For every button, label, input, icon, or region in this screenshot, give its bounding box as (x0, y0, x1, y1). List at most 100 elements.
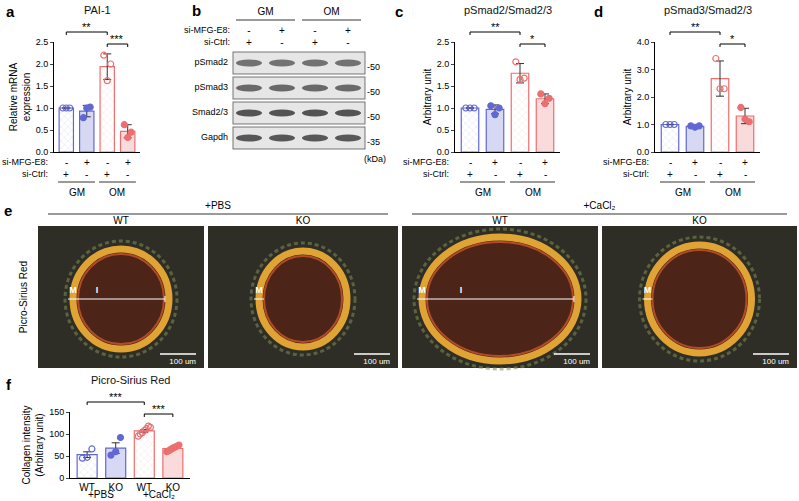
svg-text:pSmad2: pSmad2 (194, 57, 228, 67)
svg-text:100 um: 100 um (363, 357, 390, 366)
svg-text:+: + (84, 157, 90, 168)
svg-text:100 um: 100 um (762, 357, 789, 366)
svg-text:+: + (104, 169, 110, 180)
svg-text:si-Ctrl:: si-Ctrl: (22, 169, 48, 179)
svg-text:KO: KO (296, 215, 311, 226)
svg-text:+CaCl₂: +CaCl₂ (143, 489, 175, 500)
svg-text:+PBS: +PBS (205, 200, 231, 211)
svg-text:100: 100 (49, 429, 64, 439)
svg-text:0: 0 (59, 473, 64, 483)
svg-text:2.0: 2.0 (437, 59, 450, 69)
svg-text:Relative mRNAexpression: Relative mRNAexpression (8, 63, 32, 132)
svg-text:-: - (65, 157, 68, 168)
svg-text:150: 150 (49, 407, 64, 417)
svg-text:+: + (542, 157, 548, 168)
svg-text:-: - (346, 37, 349, 48)
svg-text:0.5: 0.5 (36, 125, 49, 135)
svg-text:-: - (719, 157, 722, 168)
svg-text:KO: KO (166, 482, 181, 493)
svg-text:-: - (280, 37, 283, 48)
svg-text:WT: WT (79, 482, 95, 493)
svg-text:si-MFG-E8:: si-MFG-E8: (2, 157, 48, 167)
svg-text:M: M (644, 285, 652, 295)
svg-text:si-Ctrl:: si-Ctrl: (423, 169, 449, 179)
svg-text:-: - (544, 169, 547, 180)
svg-text:50: 50 (54, 451, 64, 461)
svg-text:KO: KO (108, 482, 123, 493)
svg-text:100 um: 100 um (169, 357, 196, 366)
svg-text:si-Ctrl:: si-Ctrl: (204, 37, 230, 47)
svg-text:**: ** (491, 21, 500, 33)
svg-text:+: + (692, 157, 698, 168)
svg-text:1.5: 1.5 (437, 81, 450, 91)
svg-text:-: - (126, 169, 129, 180)
svg-text:GM: GM (675, 187, 691, 198)
svg-text:-: - (247, 25, 250, 36)
svg-text:WT: WT (137, 482, 153, 493)
svg-text:+: + (742, 157, 748, 168)
svg-text:-: - (519, 157, 522, 168)
svg-text:OM: OM (525, 187, 541, 198)
svg-text:I: I (460, 285, 463, 295)
svg-text:1.0: 1.0 (437, 103, 450, 113)
svg-text:1.5: 1.5 (36, 81, 49, 91)
svg-text:si-MFG-E8:: si-MFG-E8: (403, 157, 449, 167)
svg-text:GM: GM (257, 6, 273, 17)
svg-text:2.5: 2.5 (437, 37, 450, 47)
svg-text:M: M (418, 285, 426, 295)
svg-text:**: ** (82, 21, 91, 33)
svg-text:***: *** (110, 33, 124, 45)
svg-text:c: c (395, 3, 403, 20)
svg-text:-: - (744, 169, 747, 180)
svg-text:Smad2/3: Smad2/3 (192, 107, 228, 117)
svg-text:WT: WT (492, 215, 508, 226)
svg-text:si-Ctrl:: si-Ctrl: (623, 169, 649, 179)
svg-text:**: ** (691, 21, 700, 33)
svg-text:+: + (717, 169, 723, 180)
svg-text:-50: -50 (367, 62, 380, 72)
svg-text:2.5: 2.5 (36, 37, 49, 47)
svg-text:0.0: 0.0 (437, 147, 450, 157)
svg-text:OM: OM (323, 6, 339, 17)
svg-text:+: + (667, 169, 673, 180)
svg-text:***: *** (152, 403, 166, 415)
svg-text:si-MFG-E8:: si-MFG-E8: (184, 25, 230, 35)
svg-text:2.0: 2.0 (36, 59, 49, 69)
svg-text:pSmad2/Smad2/3: pSmad2/Smad2/3 (464, 4, 552, 16)
svg-text:1.0: 1.0 (637, 120, 650, 130)
svg-text:Arbitrary unit: Arbitrary unit (422, 68, 433, 125)
svg-text:-: - (669, 157, 672, 168)
svg-text:+: + (125, 157, 131, 168)
svg-text:1.0: 1.0 (36, 103, 49, 113)
svg-text:d: d (594, 3, 603, 20)
svg-text:OM: OM (109, 187, 125, 198)
svg-text:PAI-1: PAI-1 (84, 4, 111, 16)
svg-text:+: + (492, 157, 498, 168)
svg-text:2.0: 2.0 (637, 92, 650, 102)
svg-text:0.0: 0.0 (36, 147, 49, 157)
svg-text:f: f (6, 376, 12, 393)
svg-text:4.0: 4.0 (637, 37, 650, 47)
svg-text:KO: KO (692, 215, 707, 226)
svg-text:-35: -35 (367, 137, 380, 147)
svg-text:pSmad3: pSmad3 (194, 82, 228, 92)
svg-text:I: I (96, 285, 99, 295)
svg-text:-: - (85, 169, 88, 180)
svg-text:+: + (312, 37, 318, 48)
svg-text:pSmad3/Smad2/3: pSmad3/Smad2/3 (664, 4, 752, 16)
svg-text:Collagen intensity(Arbitrary u: Collagen intensity(Arbitrary unit) (21, 406, 45, 485)
svg-text:-: - (694, 169, 697, 180)
svg-text:3.0: 3.0 (637, 65, 650, 75)
svg-text:(kDa): (kDa) (364, 154, 386, 164)
svg-text:WT: WT (113, 215, 129, 226)
svg-text:e: e (4, 202, 12, 219)
svg-text:+PBS: +PBS (88, 489, 114, 500)
svg-text:0.5: 0.5 (437, 125, 450, 135)
svg-text:+: + (467, 169, 473, 180)
svg-text:-50: -50 (367, 112, 380, 122)
svg-text:-: - (469, 157, 472, 168)
svg-text:Picro-Sirius Red: Picro-Sirius Red (18, 261, 29, 333)
svg-text:Arbitrary unit: Arbitrary unit (622, 68, 633, 125)
svg-text:+: + (517, 169, 523, 180)
svg-text:+CaCl₂: +CaCl₂ (584, 200, 616, 211)
